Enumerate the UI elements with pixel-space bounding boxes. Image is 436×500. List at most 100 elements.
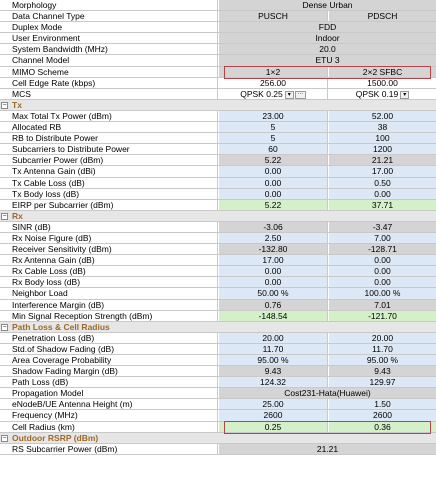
uplink-value[interactable]: 256.00 <box>219 77 328 88</box>
chevron-down-icon[interactable]: ▾ <box>284 90 294 99</box>
param-label: EIRP per Subcarrier (dBm) <box>0 199 218 210</box>
downlink-value[interactable]: 20.00 <box>329 332 436 343</box>
param-row-area-coverage-probability: Area Coverage Probability 95.00 % 95.00 % <box>0 355 436 367</box>
uplink-value[interactable]: 50.00 % <box>219 288 328 299</box>
param-row-tx-body-loss-db: Tx Body loss (dB) 0.00 0.00 <box>0 188 436 200</box>
uplink-mcs-select[interactable]: QPSK 0.25 ▾ ··· <box>219 88 328 99</box>
mcs-value: QPSK 0.19 <box>355 88 399 99</box>
param-label: Duplex Mode <box>0 22 218 33</box>
uplink-value[interactable]: 0.00 <box>219 166 328 177</box>
downlink-value[interactable]: 0.00 <box>329 266 436 277</box>
section-header-fill <box>218 321 436 332</box>
downlink-value[interactable]: 0.50 <box>329 177 436 188</box>
param-label: Subcarriers to Distribute Power <box>0 144 218 155</box>
param-label: Path Loss (dB) <box>0 377 218 388</box>
downlink-value[interactable]: 17.00 <box>329 166 436 177</box>
uplink-value[interactable]: 5 <box>219 133 328 144</box>
param-label: Data Channel Type <box>0 11 218 22</box>
downlink-mcs-select[interactable]: QPSK 0.19 ▾ <box>329 88 436 99</box>
downlink-value[interactable]: 2600 <box>329 410 436 421</box>
uplink-value[interactable]: 0.00 <box>219 266 328 277</box>
downlink-value[interactable]: 1.50 <box>329 399 436 410</box>
uplink-value[interactable]: 5 <box>219 122 328 133</box>
param-label: Tx Cable Loss (dB) <box>0 177 218 188</box>
downlink-value[interactable]: 38 <box>329 122 436 133</box>
param-row-channel-model: Channel Model ETU 3 <box>0 55 436 67</box>
section-header-rx[interactable]: − Rx <box>0 210 436 222</box>
downlink-value[interactable]: 0.00 <box>329 255 436 266</box>
param-row-receiver-sensitivity-dbm: Receiver Sensitivity (dBm) -132.80 -128.71 <box>0 244 436 256</box>
downlink-value[interactable]: 11.70 <box>329 343 436 354</box>
section-header-fill <box>218 210 436 221</box>
param-row-rx-body-loss-db: Rx Body loss (dB) 0.00 0.00 <box>0 277 436 289</box>
section-title: Rx <box>12 210 23 221</box>
uplink-value[interactable]: 2.50 <box>219 232 328 244</box>
downlink-value: 0.36 <box>329 421 436 432</box>
param-label: Morphology <box>0 0 218 11</box>
downlink-value: 21.21 <box>329 155 436 166</box>
param-label: Interference Margin (dB) <box>0 299 218 310</box>
uplink-value[interactable]: 60 <box>219 144 328 155</box>
uplink-value[interactable]: 23.00 <box>219 110 328 122</box>
uplink-value[interactable]: 25.00 <box>219 399 328 410</box>
uplink-value[interactable]: 17.00 <box>219 255 328 266</box>
param-row-sinr-db: SINR (dB) -3.06 -3.47 <box>0 221 436 233</box>
uplink-value[interactable]: 0.00 <box>219 177 328 188</box>
link-budget-grid: Morphology Dense Urban Data Channel Type PU… <box>0 0 436 455</box>
param-row-morphology: Morphology Dense Urban <box>0 0 436 12</box>
section-header-tx[interactable]: − Tx <box>0 99 436 111</box>
uplink-value[interactable]: 0.00 <box>219 277 328 288</box>
uplink-value[interactable]: 20.00 <box>219 332 328 343</box>
uplink-value[interactable]: 0.00 <box>219 188 328 199</box>
downlink-value[interactable]: 0.00 <box>329 188 436 199</box>
param-row-interference-margin-db: Interference Margin (dB) 0.76 7.01 <box>0 299 436 311</box>
uplink-value: PUSCH <box>219 11 328 22</box>
downlink-value: 9.43 <box>329 366 436 377</box>
downlink-value[interactable]: 129.97 <box>329 377 436 388</box>
downlink-value[interactable]: 1200 <box>329 144 436 155</box>
downlink-value: -121.70 <box>329 310 436 321</box>
chevron-down-icon[interactable]: ▾ <box>400 90 410 99</box>
uplink-value[interactable]: 11.70 <box>219 343 328 354</box>
downlink-value[interactable]: 52.00 <box>329 110 436 122</box>
param-row-cell-edge-rate-kbps: Cell Edge Rate (kbps) 256.00 1500.00 <box>0 77 436 89</box>
param-label: System Bandwidth (MHz) <box>0 44 218 55</box>
uplink-value[interactable]: 95.00 % <box>219 355 328 366</box>
uplink-value: 0.76 <box>219 299 328 310</box>
param-row-path-loss-db: Path Loss (dB) 124.32 129.97 <box>0 377 436 389</box>
param-label: eNodeB/UE Antenna Height (m) <box>0 399 218 410</box>
param-row-cell-radius-km: Cell Radius (km) 0.25 0.36 <box>0 421 436 433</box>
param-row-data-channel-type: Data Channel Type PUSCH PDSCH <box>0 11 436 23</box>
param-row-mimo-scheme: MIMO Scheme 1×2 2×2 SFBC <box>0 66 436 78</box>
param-value: Indoor <box>219 33 436 44</box>
downlink-value[interactable]: 100 <box>329 133 436 144</box>
param-value: 21.21 <box>219 443 436 454</box>
param-row-eirp-per-subcarrier-dbm: EIRP per Subcarrier (dBm) 5.22 37.71 <box>0 199 436 211</box>
section-header-outdoor-rsrp-dbm[interactable]: − Outdoor RSRP (dBm) <box>0 432 436 444</box>
param-row-shadow-fading-margin-db: Shadow Fading Margin (dB) 9.43 9.43 <box>0 366 436 378</box>
downlink-value[interactable]: 7.00 <box>329 232 436 244</box>
uplink-value: 5.22 <box>219 199 328 210</box>
uplink-value[interactable]: 2600 <box>219 410 328 421</box>
section-header-fill <box>218 99 436 110</box>
collapse-toggle-icon[interactable]: − <box>1 101 8 109</box>
param-row-system-bandwidth-mhz: System Bandwidth (MHz) 20.0 <box>0 44 436 56</box>
more-options-icon[interactable]: ··· <box>294 90 306 99</box>
downlink-value[interactable]: 95.00 % <box>329 355 436 366</box>
param-label: Min Signal Reception Strength (dBm) <box>0 310 218 321</box>
param-row-mcs: MCS QPSK 0.25 ▾ ··· QPSK 0.19 ▾ <box>0 88 436 100</box>
collapse-toggle-icon[interactable]: − <box>1 212 8 220</box>
param-row-neighbor-load: Neighbor Load 50.00 % 100.00 % <box>0 288 436 300</box>
downlink-value[interactable]: 100.00 % <box>329 288 436 299</box>
section-header-path-loss-cell-radius[interactable]: − Path Loss & Cell Radius <box>0 321 436 333</box>
uplink-value: -3.06 <box>219 221 328 232</box>
downlink-value[interactable]: 1500.00 <box>329 77 436 88</box>
param-row-frequency-mhz: Frequency (MHz) 2600 2600 <box>0 410 436 422</box>
param-label: Max Total Tx Power (dBm) <box>0 110 218 122</box>
param-row-enodeb-ue-antenna-height-m: eNodeB/UE Antenna Height (m) 25.00 1.50 <box>0 399 436 411</box>
downlink-value[interactable]: 0.00 <box>329 277 436 288</box>
collapse-toggle-icon[interactable]: − <box>1 434 8 442</box>
collapse-toggle-icon[interactable]: − <box>1 323 8 331</box>
param-row-subcarriers-to-distribute-power: Subcarriers to Distribute Power 60 1200 <box>0 144 436 156</box>
uplink-value[interactable]: 124.32 <box>219 377 328 388</box>
